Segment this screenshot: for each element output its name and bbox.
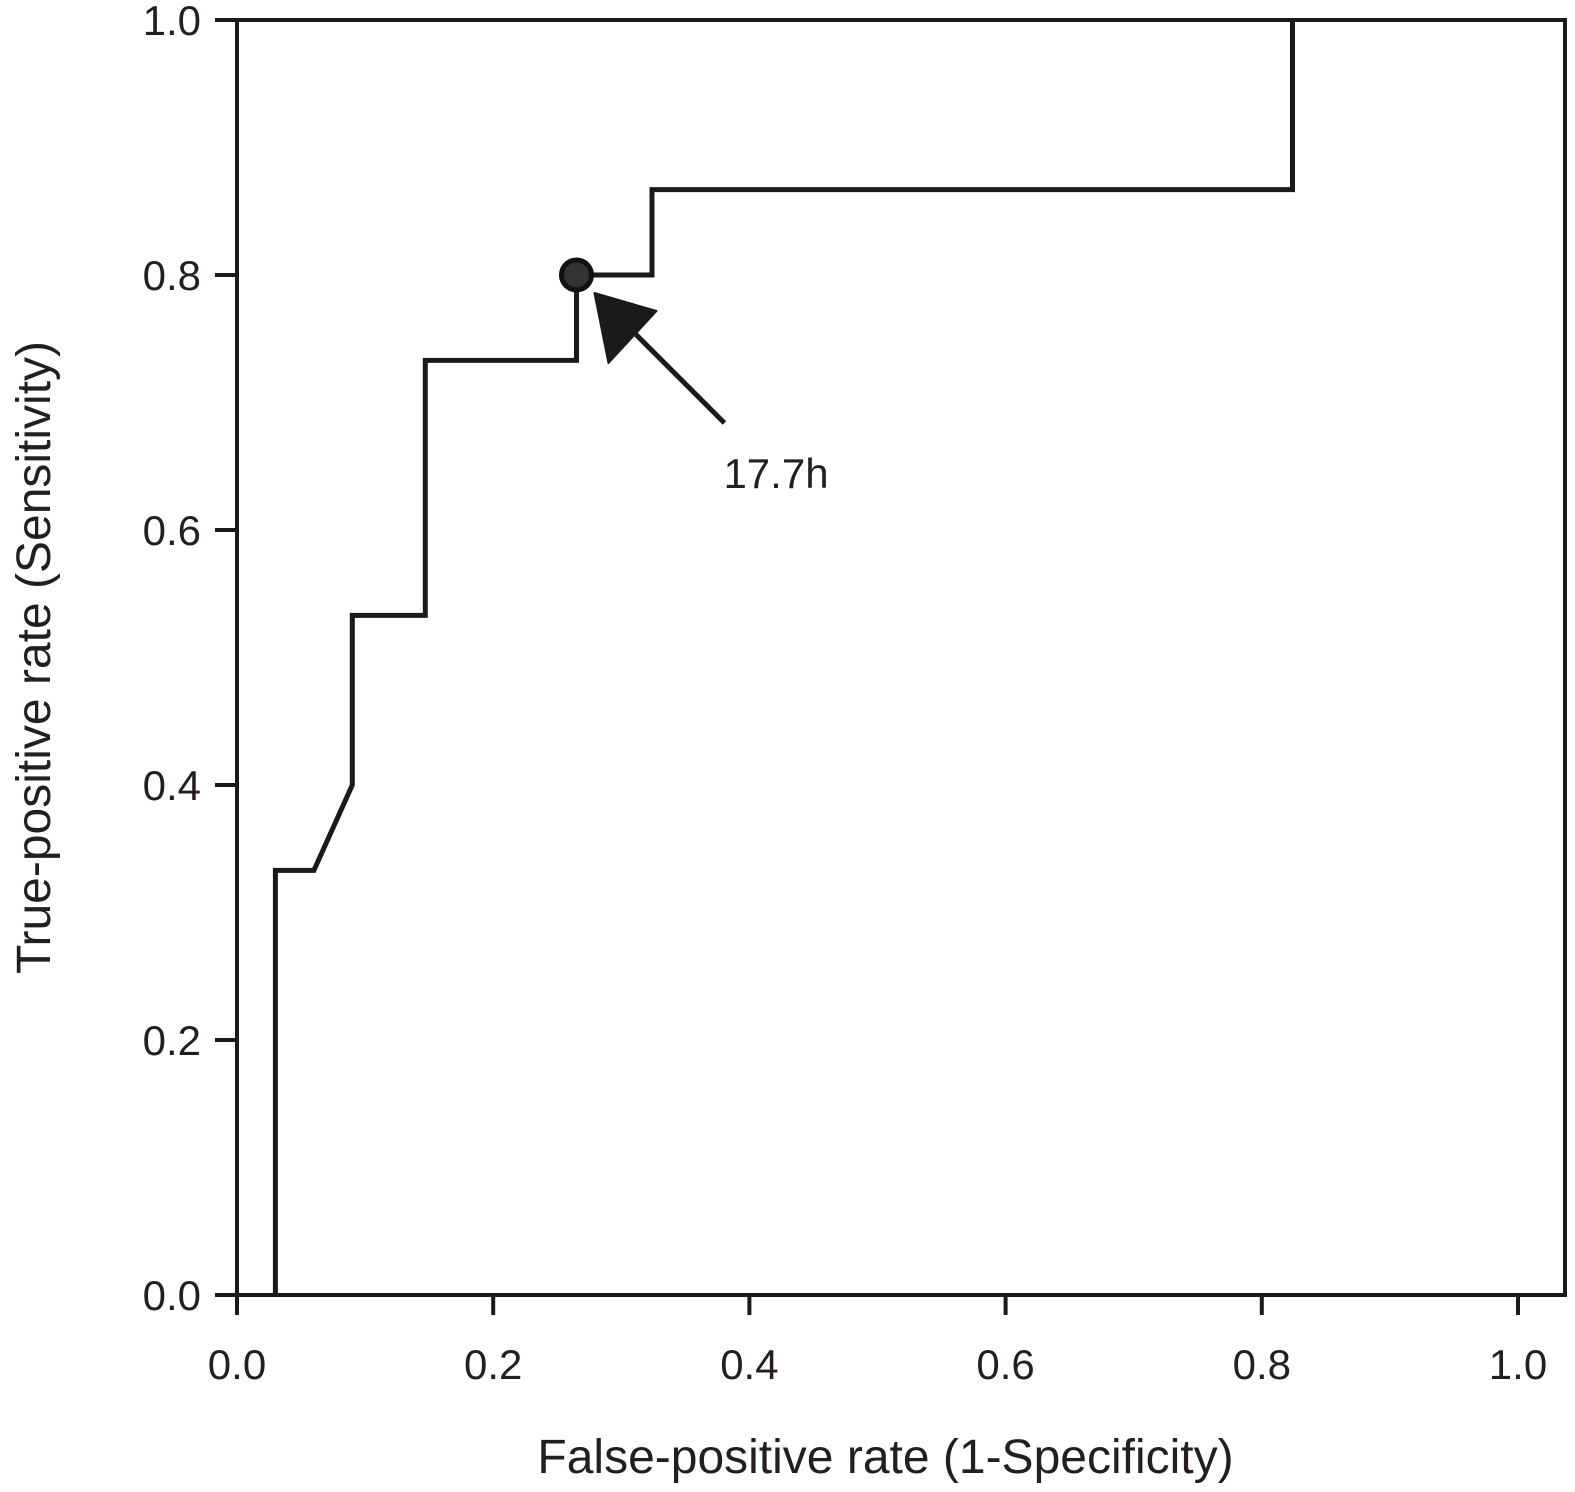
y-tick-label: 0.8 (143, 252, 201, 299)
roc-curve (272, 20, 1295, 1295)
x-tick-label: 0.8 (1233, 1341, 1291, 1388)
highlight-point-marker (558, 257, 594, 293)
x-axis: 0.0 0.2 0.4 0.6 0.8 1.0 (208, 1295, 1547, 1388)
x-tick-label: 0.0 (208, 1341, 266, 1388)
y-axis-title: True-positive rate (Sensitivity) (8, 341, 61, 974)
annotation-label: 17.7h (723, 450, 828, 497)
x-tick-label: 0.4 (720, 1341, 778, 1388)
plot-border (235, 18, 1567, 1297)
x-tick-label: 0.6 (976, 1341, 1034, 1388)
annotation-group: 17.7h (558, 257, 829, 497)
x-tick-label: 0.2 (464, 1341, 522, 1388)
y-tick-label: 0.2 (143, 1017, 201, 1064)
y-tick-label: 0.4 (143, 762, 201, 809)
x-axis-title: False-positive rate (1-Specificity) (537, 1431, 1233, 1484)
y-tick-label: 0.0 (143, 1272, 201, 1319)
y-tick-label: 0.6 (143, 507, 201, 554)
y-tick-label: 1.0 (143, 0, 201, 44)
annotation-arrow-shaft (626, 325, 727, 425)
y-axis: 0.0 0.2 0.4 0.6 0.8 1.0 (143, 0, 237, 1319)
plot-frame (235, 18, 1567, 1297)
annotation-arrow-head (593, 292, 658, 364)
x-tick-label: 1.0 (1489, 1341, 1547, 1388)
